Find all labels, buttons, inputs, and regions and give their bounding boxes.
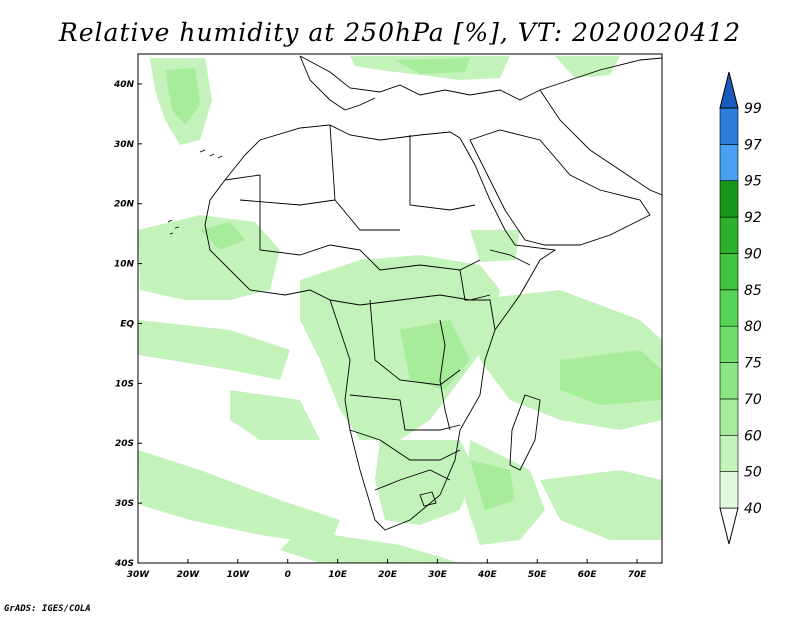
colorbar-swatch [719,253,739,291]
lon-tick-label: 20W [177,570,201,580]
humidity-area-south-atlantic-streak [230,390,320,440]
colorbar-label: 40 [744,501,762,517]
humidity-area-south-atlantic-band [280,530,460,563]
humidity-core-guinea [200,222,245,250]
colorbar-label: 80 [744,319,762,335]
humidity-area-west-africa [138,215,280,300]
lat-tick-label: 40S [114,559,134,569]
lon-tick-label: 0 [285,570,291,580]
colorbar-bottom-triangle [719,507,739,545]
humidity-fields [138,56,662,563]
humidity-area-east-africa-patch [470,230,520,262]
colorbar-swatch [719,325,739,363]
border-east-africa [459,269,496,331]
humidity-area-central-africa [300,255,500,440]
lat-tick-label: 10S [115,379,134,389]
border-central-africa [359,249,481,271]
map-title: Relative humidity at 250hPa [%], VT: 202… [58,18,742,47]
colorbar-label: 60 [744,428,762,444]
border-sahara-1 [329,124,400,231]
lon-tick-label: 30E [428,570,448,580]
lat-tick-label: 40N [113,80,135,90]
colorbar: 40 50 60 70 75 80 85 90 92 95 97 99 [719,71,762,545]
colorbar-label: 85 [744,283,762,299]
colorbar-label: 70 [744,392,762,408]
arabia-coastline [469,129,651,246]
africa-coastline [204,124,557,531]
lat-tick-label: 20N [114,200,135,210]
humidity-core-mozambique [470,460,515,510]
madagascar-coastline [509,394,541,471]
plot-frame [137,53,663,564]
lat-tick-label: EQ [120,319,134,329]
iberia-coastline [299,55,376,111]
lat-tick-label: 30N [114,140,135,150]
colorbar-swatch [719,434,739,472]
lon-tick-label: 40E [477,570,498,580]
lon-tick-label: 70E [628,570,648,580]
border-west-africa [224,174,361,256]
latitude-ticks: 40N 30N 20N 10N EQ 10S 20S 30S 40S [113,80,142,569]
colorbar-swatch [719,216,739,254]
border-southern-africa [349,429,461,461]
humidity-area-southern-africa [375,440,475,525]
humidity-area-east-med [555,56,620,78]
canary-islands [199,149,223,159]
lat-tick-label: 20S [115,439,134,449]
colorbar-label: 92 [744,210,762,226]
europe-coastline [299,55,662,101]
colorbar-swatch [719,144,739,182]
cape-verde-islands [167,219,180,235]
colorbar-swatch [719,398,739,436]
border-horn [489,249,531,266]
longitude-ticks: 30W 20W 10W 0 10E 20E 30E 40E 50E 60E 70E [127,559,647,580]
humidity-core-congo [400,320,470,390]
colorbar-swatch [719,362,739,400]
colorbar-label: 75 [744,356,762,372]
caspian-persia-border [539,89,662,196]
lon-tick-label: 60E [578,570,598,580]
coastlines-and-borders [167,55,662,531]
lon-tick-label: 30W [127,570,151,580]
lat-tick-label: 10N [114,260,135,270]
humidity-core-north-atlantic [165,68,200,125]
colorbar-label: 99 [744,101,762,117]
colorbar-swatch [719,180,739,218]
humidity-area-south-atlantic-west [138,450,340,545]
lat-tick-label: 30S [115,499,134,509]
border-angola-zambia [349,394,461,431]
colorbar-label: 90 [744,246,762,262]
colorbar-label: 95 [744,174,762,190]
credit-label: GrADS: IGES/COLA [4,604,91,614]
colorbar-label: 50 [744,465,762,481]
lon-tick-label: 50E [528,570,548,580]
colorbar-swatch [719,471,739,509]
lon-tick-label: 10E [328,570,348,580]
border-sahara-2 [409,135,476,211]
colorbar-label: 97 [744,137,762,153]
colorbar-swatch [719,107,739,145]
colorbar-top-triangle [719,71,739,109]
humidity-area-atlantic-streak [138,320,290,380]
border-lesotho [419,491,437,507]
lon-tick-label: 20E [378,570,398,580]
border-congo-basin [369,299,461,386]
border-rift-lakes [439,319,451,431]
colorbar-swatch [719,289,739,327]
humidity-area-south-indian-ocean [540,470,662,540]
border-sahel [239,199,336,206]
humidity-core-balkans [395,58,470,74]
lon-tick-label: 10W [227,570,251,580]
border-equatorial [329,294,491,306]
humidity-core-indian-ocean [560,350,662,405]
border-south-africa [374,469,451,491]
